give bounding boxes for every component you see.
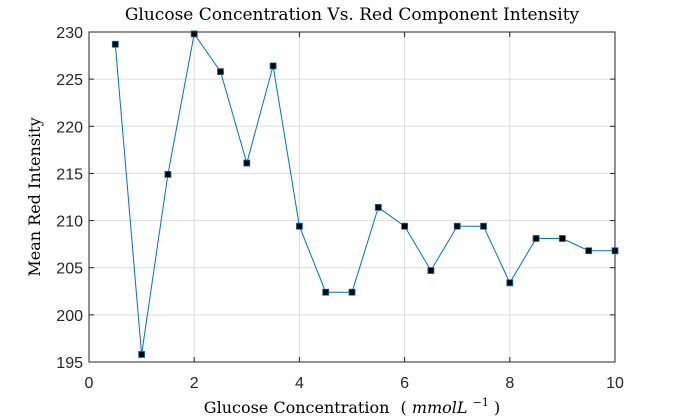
data-point — [190, 30, 198, 38]
x-axis-unit-open: ( — [400, 398, 406, 417]
y-tick-label: 210 — [56, 214, 83, 231]
series-layer — [111, 30, 619, 358]
y-tick-label: 200 — [56, 308, 83, 325]
data-point — [348, 288, 356, 296]
x-tick-label: 8 — [505, 375, 514, 392]
y-axis-label: Mean Red Intensity — [25, 117, 44, 276]
x-tick-label: 2 — [190, 375, 199, 392]
x-tick-label: 6 — [400, 375, 409, 392]
x-tick-label: 4 — [295, 375, 304, 392]
y-tick-label: 225 — [56, 72, 83, 89]
y-tick-label: 215 — [56, 166, 83, 183]
data-point — [269, 62, 277, 70]
x-axis-label: Glucose Concentration ( mmolL −1 ) — [204, 391, 500, 417]
y-tick-label: 195 — [56, 355, 83, 372]
data-point — [111, 40, 119, 48]
data-point — [374, 203, 382, 211]
y-tick-label: 230 — [56, 25, 83, 42]
plot-area — [89, 32, 615, 362]
data-point — [217, 68, 224, 75]
chart-title: Glucose Concentration Vs. Red Component … — [125, 5, 580, 25]
x-axis-label-text: Glucose Concentration — [204, 398, 390, 417]
x-axis-unit-exponent: −1 — [473, 396, 489, 409]
plot-frame — [88, 31, 616, 363]
data-point — [559, 235, 566, 242]
data-point — [295, 222, 303, 230]
data-point — [532, 235, 540, 242]
data-point — [243, 159, 251, 167]
data-point — [506, 279, 514, 287]
data-point — [585, 247, 593, 255]
tick-labels: 0 2 4 6 8 10 195 200 205 210 215 220 225 230 — [56, 25, 624, 392]
data-point — [480, 222, 487, 230]
series-line — [114, 32, 615, 355]
data-point — [322, 288, 330, 296]
data-point — [164, 170, 172, 178]
y-tick-label: 205 — [56, 261, 83, 278]
data-point — [427, 267, 435, 274]
data-point — [138, 351, 146, 358]
data-point — [401, 222, 409, 230]
x-axis-unit-close: ) — [494, 398, 500, 417]
x-tick-label: 10 — [606, 375, 624, 392]
x-tick-label: 0 — [85, 375, 94, 392]
x-axis-unit: mmolL — [412, 398, 468, 417]
data-point — [453, 222, 461, 230]
y-tick-label: 220 — [56, 119, 83, 136]
